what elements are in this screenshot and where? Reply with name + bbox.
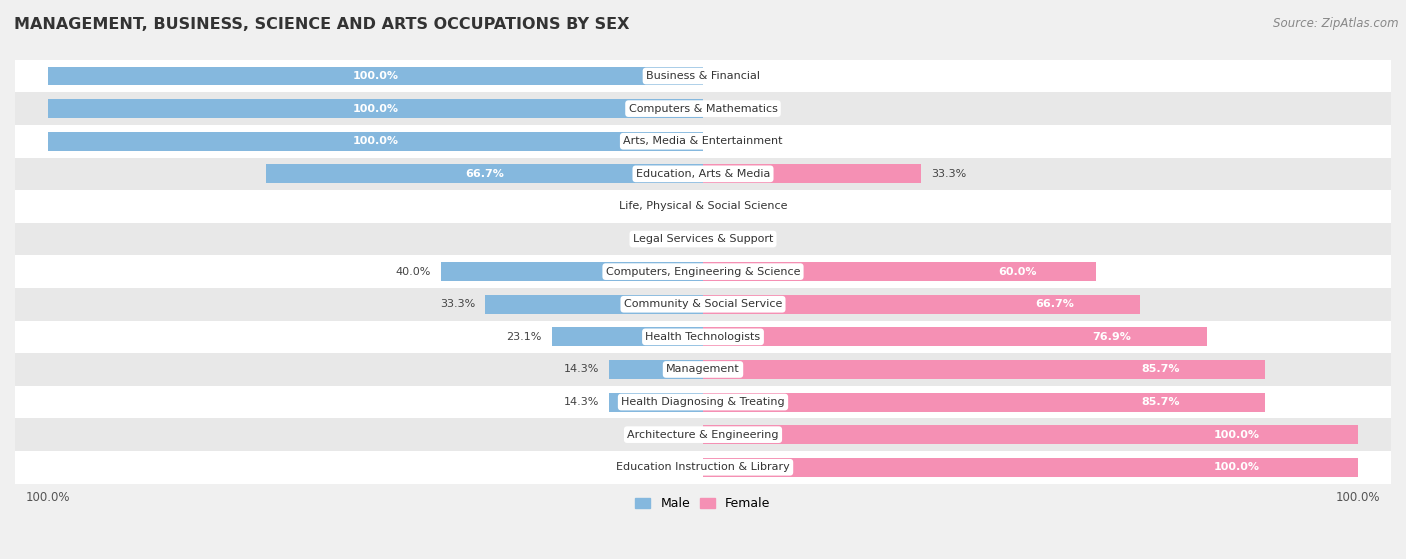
- Bar: [15, 320, 1391, 353]
- Text: Health Technologists: Health Technologists: [645, 332, 761, 342]
- Text: 23.1%: 23.1%: [506, 332, 541, 342]
- Bar: [609, 392, 703, 411]
- Bar: [15, 60, 1391, 92]
- Text: Management: Management: [666, 364, 740, 375]
- Bar: [551, 328, 703, 347]
- Bar: [15, 125, 1391, 158]
- Text: 0.0%: 0.0%: [713, 136, 741, 146]
- Bar: [703, 295, 1140, 314]
- Bar: [609, 360, 703, 379]
- Text: Legal Services & Support: Legal Services & Support: [633, 234, 773, 244]
- Bar: [15, 288, 1391, 320]
- Bar: [48, 132, 703, 151]
- Bar: [15, 386, 1391, 418]
- Bar: [703, 328, 1206, 347]
- Bar: [15, 418, 1391, 451]
- Bar: [703, 164, 921, 183]
- Bar: [703, 458, 1358, 477]
- Bar: [48, 67, 703, 86]
- Text: 76.9%: 76.9%: [1092, 332, 1132, 342]
- Bar: [15, 353, 1391, 386]
- Text: 85.7%: 85.7%: [1142, 397, 1180, 407]
- Text: 0.0%: 0.0%: [713, 71, 741, 81]
- Text: 100.0%: 100.0%: [353, 136, 398, 146]
- Bar: [15, 222, 1391, 255]
- Text: 100.0%: 100.0%: [1213, 430, 1260, 440]
- Text: 0.0%: 0.0%: [665, 201, 693, 211]
- Text: Computers, Engineering & Science: Computers, Engineering & Science: [606, 267, 800, 277]
- Text: Education Instruction & Library: Education Instruction & Library: [616, 462, 790, 472]
- Bar: [15, 92, 1391, 125]
- Bar: [485, 295, 703, 314]
- Text: 0.0%: 0.0%: [665, 462, 693, 472]
- Text: Life, Physical & Social Science: Life, Physical & Social Science: [619, 201, 787, 211]
- Text: 60.0%: 60.0%: [998, 267, 1038, 277]
- Text: Health Diagnosing & Treating: Health Diagnosing & Treating: [621, 397, 785, 407]
- Legend: Male, Female: Male, Female: [630, 492, 776, 515]
- Text: 0.0%: 0.0%: [713, 201, 741, 211]
- Text: Source: ZipAtlas.com: Source: ZipAtlas.com: [1274, 17, 1399, 30]
- Bar: [15, 190, 1391, 222]
- Text: Business & Financial: Business & Financial: [645, 71, 761, 81]
- Text: Education, Arts & Media: Education, Arts & Media: [636, 169, 770, 179]
- Text: Computers & Mathematics: Computers & Mathematics: [628, 103, 778, 113]
- Bar: [703, 425, 1358, 444]
- Bar: [266, 164, 703, 183]
- Bar: [703, 392, 1264, 411]
- Text: MANAGEMENT, BUSINESS, SCIENCE AND ARTS OCCUPATIONS BY SEX: MANAGEMENT, BUSINESS, SCIENCE AND ARTS O…: [14, 17, 630, 32]
- Bar: [703, 262, 1097, 281]
- Bar: [703, 360, 1264, 379]
- Text: 100.0%: 100.0%: [353, 103, 398, 113]
- Bar: [48, 99, 703, 118]
- Bar: [15, 158, 1391, 190]
- Text: Architecture & Engineering: Architecture & Engineering: [627, 430, 779, 440]
- Text: 0.0%: 0.0%: [713, 234, 741, 244]
- Text: 85.7%: 85.7%: [1142, 364, 1180, 375]
- Text: 40.0%: 40.0%: [395, 267, 432, 277]
- Bar: [15, 255, 1391, 288]
- Text: 66.7%: 66.7%: [465, 169, 503, 179]
- Bar: [441, 262, 703, 281]
- Text: 33.3%: 33.3%: [931, 169, 966, 179]
- Text: 0.0%: 0.0%: [713, 103, 741, 113]
- Text: 100.0%: 100.0%: [353, 71, 398, 81]
- Text: Community & Social Service: Community & Social Service: [624, 299, 782, 309]
- Text: Arts, Media & Entertainment: Arts, Media & Entertainment: [623, 136, 783, 146]
- Bar: [15, 451, 1391, 484]
- Text: 100.0%: 100.0%: [1213, 462, 1260, 472]
- Text: 66.7%: 66.7%: [1036, 299, 1074, 309]
- Text: 0.0%: 0.0%: [665, 234, 693, 244]
- Text: 14.3%: 14.3%: [564, 397, 599, 407]
- Text: 33.3%: 33.3%: [440, 299, 475, 309]
- Text: 0.0%: 0.0%: [665, 430, 693, 440]
- Text: 14.3%: 14.3%: [564, 364, 599, 375]
